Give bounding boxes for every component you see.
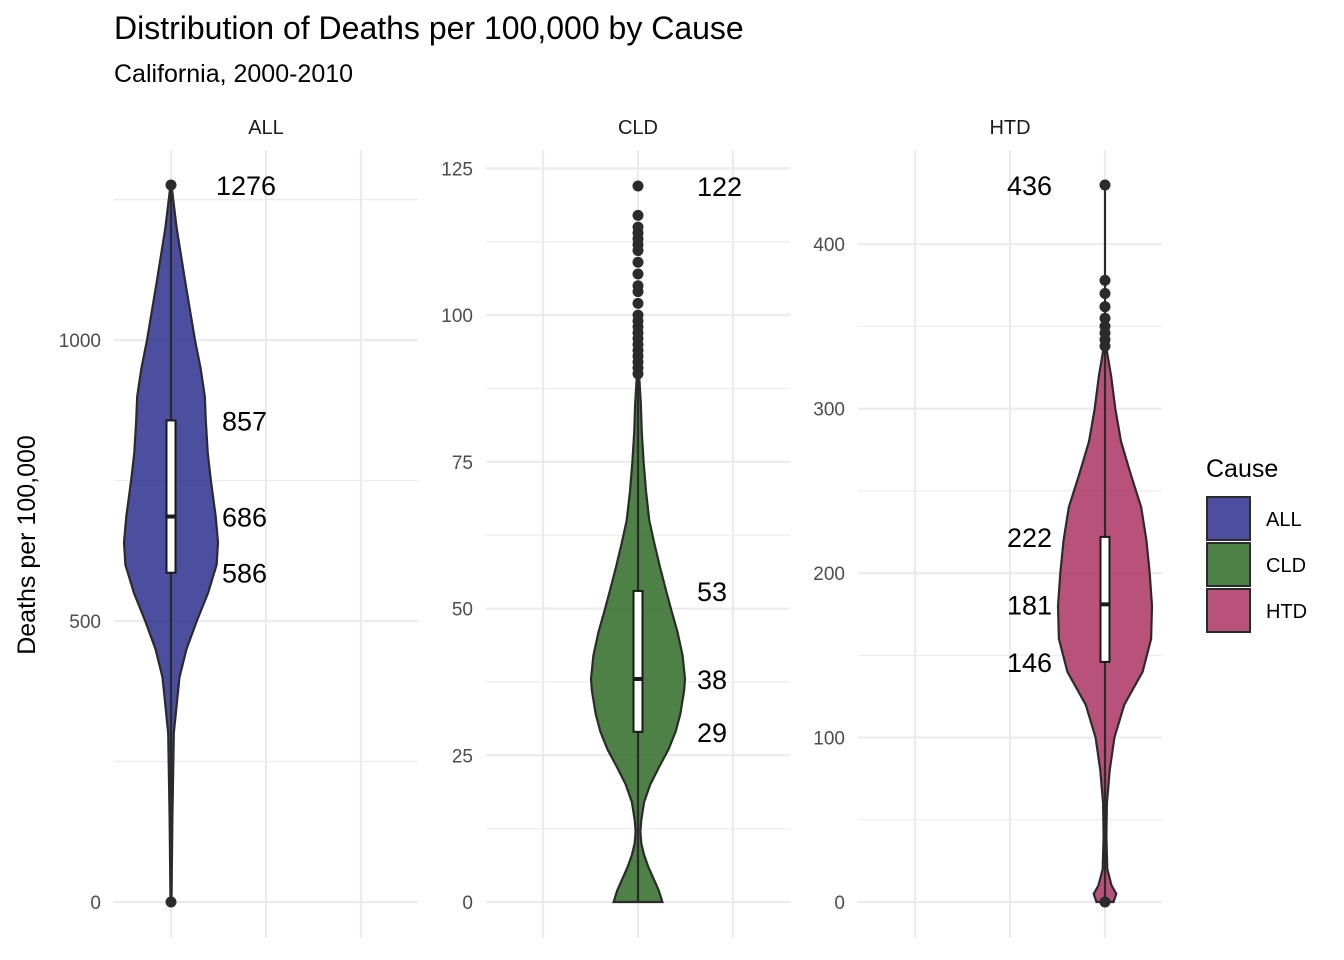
y-tick-label: 200: [813, 564, 845, 585]
facet-strip-label: ALL: [248, 117, 284, 139]
outlier-point: [632, 180, 644, 192]
legend-key-all: [1206, 496, 1251, 541]
y-tick-label: 1000: [59, 331, 101, 352]
y-tick-label: 0: [90, 893, 101, 914]
chart-title: Distribution of Deaths per 100,000 by Ca…: [114, 10, 744, 46]
outlier-point: [632, 309, 644, 321]
value-label: 181: [1007, 590, 1052, 620]
value-label: 222: [1007, 523, 1052, 553]
y-tick-label: 300: [813, 400, 845, 421]
legend-label-cld: CLD: [1266, 555, 1306, 577]
legend-key-cld: [1206, 542, 1251, 587]
facets: 05001000ALL12768576865860255075100125CLD…: [59, 117, 1162, 938]
y-tick-label: 25: [452, 746, 473, 767]
outlier-point: [632, 256, 644, 268]
value-label: 38: [697, 665, 727, 695]
value-label: 436: [1007, 171, 1052, 201]
box-iqr: [165, 419, 177, 574]
value-label: 29: [697, 718, 727, 748]
value-label: 686: [222, 503, 267, 533]
outlier-point: [1099, 896, 1111, 908]
y-tick-label: 400: [813, 235, 845, 256]
outlier-point: [632, 280, 644, 292]
facet-strip-label: HTD: [989, 117, 1030, 139]
y-tick-label: 0: [834, 893, 845, 914]
facet-cld: 0 25 50 75 100 125 CLD 122 53 38 29: [441, 117, 790, 938]
legend: Cause ALL CLD HTD: [1206, 455, 1307, 633]
legend-key-htd: [1206, 588, 1251, 633]
value-label: 586: [222, 559, 267, 589]
outlier-point: [632, 221, 644, 233]
chart-subtitle: California, 2000-2010: [114, 60, 353, 88]
value-label: 53: [697, 577, 727, 607]
y-tick-label: 100: [441, 306, 473, 327]
facet-htd: 0 100 200 300 400 HTD 436 222 181 146: [813, 117, 1162, 938]
outlier-point: [632, 268, 644, 280]
outlier-point: [1099, 312, 1111, 324]
value-label: 857: [222, 406, 267, 436]
box-iqr: [632, 589, 644, 733]
y-tick-label: 100: [813, 729, 845, 750]
legend-label-all: ALL: [1266, 509, 1302, 531]
y-tick-label: 500: [69, 612, 101, 633]
y-tick-label: 50: [452, 600, 473, 621]
box-iqr: [1099, 535, 1111, 663]
outlier-point: [165, 179, 177, 191]
outlier-point: [1099, 179, 1111, 191]
y-axis-label: Deaths per 100,000: [13, 435, 41, 655]
outlier-point: [1099, 301, 1111, 313]
outlier-point: [1099, 288, 1111, 300]
y-tick-label: 0: [462, 893, 473, 914]
y-tick-label: 125: [441, 159, 473, 180]
y-tick-label: 75: [452, 453, 473, 474]
legend-title: Cause: [1206, 455, 1278, 483]
outlier-point: [1099, 320, 1111, 332]
facet-all: 0 500 1000 ALL 1276 857 686 586: [59, 117, 418, 938]
outlier-point: [632, 297, 644, 309]
value-label: 1276: [216, 171, 276, 201]
outlier-point: [1099, 274, 1111, 286]
value-label: 122: [697, 172, 742, 202]
outlier-point: [632, 209, 644, 221]
outlier-point: [165, 896, 177, 908]
facet-strip-label: CLD: [618, 117, 658, 139]
legend-label-htd: HTD: [1266, 601, 1307, 623]
value-label: 146: [1007, 648, 1052, 678]
